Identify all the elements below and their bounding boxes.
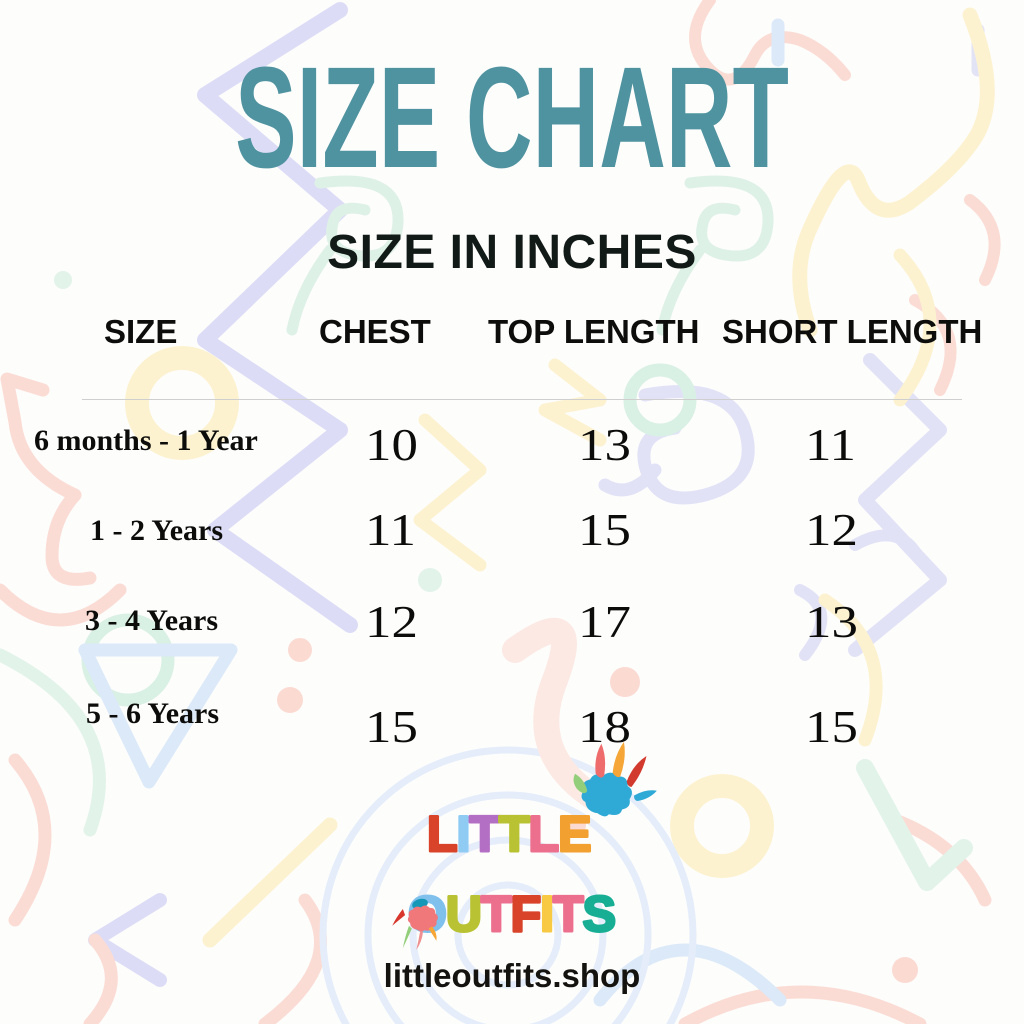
svg-text:OUTFITS: OUTFITS [408,886,615,942]
svg-text:LITTLE: LITTLE [427,806,590,862]
